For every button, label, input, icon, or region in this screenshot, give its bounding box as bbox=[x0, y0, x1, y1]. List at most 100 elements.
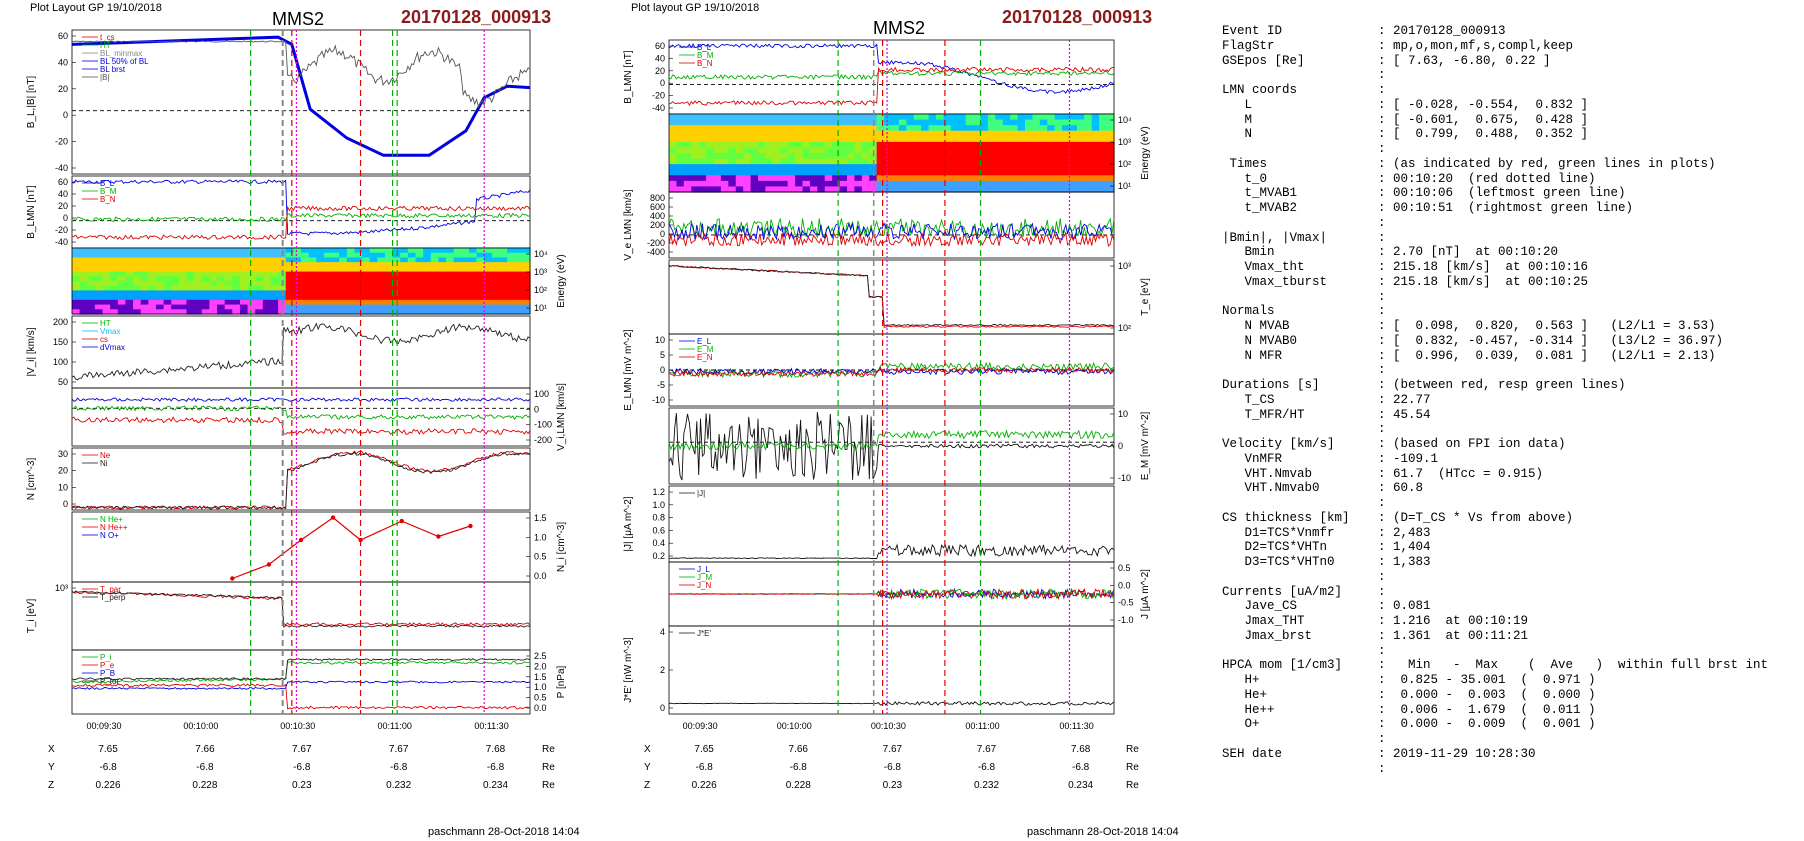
time-tick-label: 00:11:00 bbox=[377, 721, 411, 731]
heatmap-cell bbox=[446, 290, 455, 296]
heatmap-cell bbox=[950, 147, 959, 154]
heatmap-cell bbox=[1069, 153, 1078, 160]
heatmap-cell bbox=[728, 130, 737, 137]
heatmap-cell bbox=[1069, 114, 1078, 121]
heatmap-cell bbox=[94, 281, 104, 287]
heatmap-cell bbox=[758, 180, 767, 188]
heatmap-cell bbox=[491, 262, 501, 268]
heatmap-cell bbox=[270, 304, 279, 310]
heatmap-cell bbox=[468, 309, 478, 315]
heatmap-cell bbox=[1069, 136, 1078, 143]
heatmap-cell bbox=[787, 175, 796, 182]
info-value: : 1.361 at 00:11:21 bbox=[1378, 628, 1529, 643]
info-row: t_MVAB1: 00:10:06 (leftmost green line) bbox=[1222, 186, 1768, 201]
heatmap-cell bbox=[965, 164, 974, 171]
heatmap-cell bbox=[898, 125, 907, 132]
info-key: D1=TCS*Vnmfr bbox=[1222, 525, 1335, 540]
heatmap-cell bbox=[79, 262, 88, 268]
heatmap-cell bbox=[186, 271, 195, 277]
time-tick-label: 00:10:30 bbox=[871, 721, 906, 731]
heatmap-cell bbox=[758, 153, 767, 160]
heatmap-cell bbox=[758, 147, 767, 154]
heatmap-cell bbox=[362, 290, 371, 296]
legend-entry: BL 50% of BL bbox=[100, 57, 149, 66]
legend-entry: Ni bbox=[100, 459, 108, 468]
heatmap-cell bbox=[765, 125, 774, 132]
heatmap-cell bbox=[1039, 186, 1048, 193]
heatmap-cell bbox=[765, 136, 774, 143]
heatmap-cell bbox=[323, 252, 333, 259]
heatmap-cell bbox=[423, 290, 432, 296]
heatmap-cell bbox=[148, 304, 157, 310]
heatmap-cell bbox=[323, 285, 333, 292]
heatmap-cell bbox=[201, 295, 210, 301]
heatmap-cell bbox=[461, 271, 470, 277]
heatmap-cell bbox=[125, 271, 134, 277]
heatmap-cell bbox=[301, 276, 310, 282]
y-tick-label: 0.6 bbox=[652, 525, 665, 535]
info-value: : 215.18 [km/s] at 00:10:16 bbox=[1378, 260, 1589, 274]
heatmap-cell bbox=[140, 262, 149, 268]
heatmap-cell bbox=[1047, 180, 1056, 188]
y-tick-label: 0.8 bbox=[652, 513, 665, 523]
heatmap-cell bbox=[117, 271, 127, 277]
position-row-label: X bbox=[48, 744, 55, 755]
heatmap-cell bbox=[438, 281, 447, 287]
heatmap-cell bbox=[795, 153, 804, 160]
heatmap-cell bbox=[133, 262, 142, 268]
info-key: N MVAB bbox=[1222, 319, 1290, 333]
heatmap-cell bbox=[438, 295, 447, 301]
heatmap-cell bbox=[758, 141, 767, 149]
heatmap-cell bbox=[354, 266, 363, 273]
heatmap-cell bbox=[209, 262, 218, 268]
heatmap-cell bbox=[125, 252, 134, 259]
event-info-panel: Event ID: 20170128_000913 FlagStr: mp,o,m… bbox=[1222, 24, 1768, 776]
heatmap-cell bbox=[407, 257, 417, 263]
heatmap-cell bbox=[178, 290, 188, 296]
heatmap-cell bbox=[720, 169, 729, 176]
heatmap-cell bbox=[1054, 147, 1063, 154]
y-tick-label: 10² bbox=[1118, 159, 1131, 169]
data-point bbox=[436, 534, 441, 539]
heatmap-cell bbox=[262, 281, 272, 287]
heatmap-cell bbox=[255, 290, 264, 296]
heatmap-cell bbox=[224, 304, 233, 310]
info-value: : [ -0.028, -0.554, 0.832 ] bbox=[1378, 97, 1589, 112]
y-tick-label: 0.5 bbox=[1118, 563, 1131, 573]
heatmap-cell bbox=[415, 285, 424, 292]
heatmap-cell bbox=[346, 309, 356, 315]
heatmap-cell bbox=[884, 125, 893, 132]
legend-entry: J_L bbox=[697, 565, 710, 574]
heatmap-cell bbox=[255, 295, 264, 301]
heatmap-cell bbox=[125, 295, 134, 301]
position-value: -6.8 bbox=[390, 762, 408, 773]
heatmap-cell bbox=[676, 180, 685, 188]
heatmap-cell bbox=[155, 299, 165, 306]
heatmap-cell bbox=[362, 309, 371, 315]
heatmap-cell bbox=[201, 276, 210, 282]
legend-entry: E_L bbox=[697, 337, 712, 346]
heatmap-cell bbox=[331, 304, 340, 310]
heatmap-cell bbox=[125, 304, 134, 310]
heatmap-cell bbox=[407, 304, 417, 310]
heatmap-cell bbox=[438, 285, 447, 292]
legend-entry: dVmax bbox=[100, 343, 125, 352]
heatmap-cell bbox=[1017, 136, 1026, 143]
heatmap-cell bbox=[698, 136, 707, 143]
info-row: VHT.Nmvab: 61.7 (HTcc = 0.915) bbox=[1222, 467, 1768, 482]
heatmap-cell bbox=[392, 276, 401, 282]
heatmap-cell bbox=[468, 257, 478, 263]
heatmap-cell bbox=[247, 271, 256, 277]
heatmap-cell bbox=[743, 119, 752, 126]
y-axis-label: Energy (eV) bbox=[556, 254, 567, 307]
heatmap-cell bbox=[217, 271, 226, 277]
heatmap-cell bbox=[980, 186, 989, 193]
heatmap-cell bbox=[1106, 169, 1115, 176]
heatmap-cell bbox=[79, 299, 88, 306]
position-value: 0.234 bbox=[483, 780, 508, 791]
heatmap-cell bbox=[201, 248, 210, 254]
heatmap-cell bbox=[1010, 164, 1019, 171]
heatmap-cell bbox=[884, 130, 893, 137]
heatmap-cell bbox=[713, 153, 722, 160]
